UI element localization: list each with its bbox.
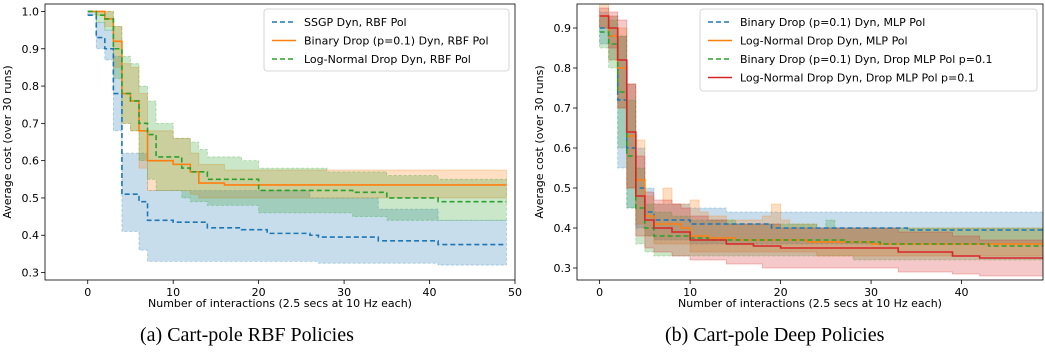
legend-label-2: Binary Drop (p=0.1) Dyn, Drop MLP Pol p=… <box>740 53 992 66</box>
y-tick-label: 0.6 <box>22 155 40 168</box>
y-axis-label: Average cost (over 30 runs) <box>533 65 546 218</box>
legend-box <box>263 8 510 72</box>
y-tick-label: 0.9 <box>554 22 572 35</box>
y-tick-label: 0.5 <box>554 182 572 195</box>
x-tick-label: 10 <box>683 286 697 299</box>
series-line-3 <box>599 15 1043 259</box>
plot-frame <box>576 3 1044 281</box>
caption-left: (a) Cart-pole RBF Policies <box>140 324 354 346</box>
x-tick-label: 20 <box>252 286 266 299</box>
legend: SSGP Dyn, RBF Pol Binary Drop (p=0.1) Dyn… <box>263 8 510 72</box>
bands-group <box>87 11 507 266</box>
confidence-band-2 <box>599 15 1043 261</box>
legend-label-0: Binary Drop (p=0.1) Dyn, MLP Pol <box>740 16 925 29</box>
chart-panel-rbf: 0.3 0.4 0.5 0.6 0.7 0.8 0.9 1.0 0 10 20 30 40 50 Numbe… <box>1 3 522 310</box>
series-line-2 <box>87 10 507 203</box>
lines-group <box>87 10 507 246</box>
confidence-band-1 <box>87 11 507 199</box>
legend-label-0: SSGP Dyn, RBF Pol <box>304 16 407 29</box>
series-line-0 <box>87 14 507 246</box>
plot-frame <box>44 3 516 281</box>
y-axis-label: Average cost (over 30 runs) <box>1 65 14 218</box>
y-tick-label: 0.5 <box>22 192 40 205</box>
y-tick-label: 0.7 <box>22 117 40 130</box>
x-tick-label: 40 <box>423 286 437 299</box>
legend-label-1: Binary Drop (p=0.1) Dyn, RBF Pol <box>304 35 489 48</box>
x-tick-label: 40 <box>955 286 969 299</box>
confidence-band-0 <box>599 11 1043 245</box>
y-tick-label: 0.4 <box>554 222 572 235</box>
chart-panel-deep: 0.30.40.50.60.70.80.901020304050Number o… <box>533 3 1044 310</box>
y-tick-label: 0.4 <box>22 229 40 242</box>
legend-label-3: Log-Normal Drop Dyn, Drop MLP Pol p=0.1 <box>740 72 975 85</box>
y-tick-label: 0.8 <box>22 80 40 93</box>
x-tick-label: 0 <box>84 286 91 299</box>
y-tick-label: 0.8 <box>554 62 572 75</box>
legend-label-1: Log-Normal Drop Dyn, MLP Pol <box>740 35 908 48</box>
y-tick-label: 0.3 <box>22 267 40 280</box>
lines-group <box>599 15 1043 259</box>
y-tick-label: 0.9 <box>22 43 40 56</box>
confidence-band-2 <box>87 11 507 221</box>
y-tick-label: 0.3 <box>554 262 572 275</box>
y-tick-label: 1.0 <box>22 5 40 18</box>
caption-right: (b) Cart-pole Deep Policies <box>665 324 885 346</box>
confidence-band-3 <box>599 7 1043 277</box>
x-axis-label: Number of interactions (2.5 secs at 10 H… <box>148 297 412 310</box>
x-tick-label: 50 <box>508 286 522 299</box>
x-tick-label: 30 <box>864 286 878 299</box>
x-tick-label: 10 <box>166 286 180 299</box>
legend-label-2: Log-Normal Drop Dyn, RBF Pol <box>304 53 471 66</box>
y-tick-label: 0.6 <box>554 142 572 155</box>
legend: Binary Drop (p=0.1) Dyn, MLP Pol Log-Norm… <box>699 8 1038 92</box>
confidence-band-0 <box>87 11 507 266</box>
x-tick-label: 20 <box>774 286 788 299</box>
y-tick-label: 0.7 <box>554 102 572 115</box>
x-tick-label: 30 <box>337 286 351 299</box>
legend-box <box>699 8 1038 92</box>
series-line-2 <box>599 31 1043 247</box>
x-tick-label: 0 <box>596 286 603 299</box>
x-axis-label: Number of interactions (2.5 secs at 10 H… <box>678 297 942 310</box>
